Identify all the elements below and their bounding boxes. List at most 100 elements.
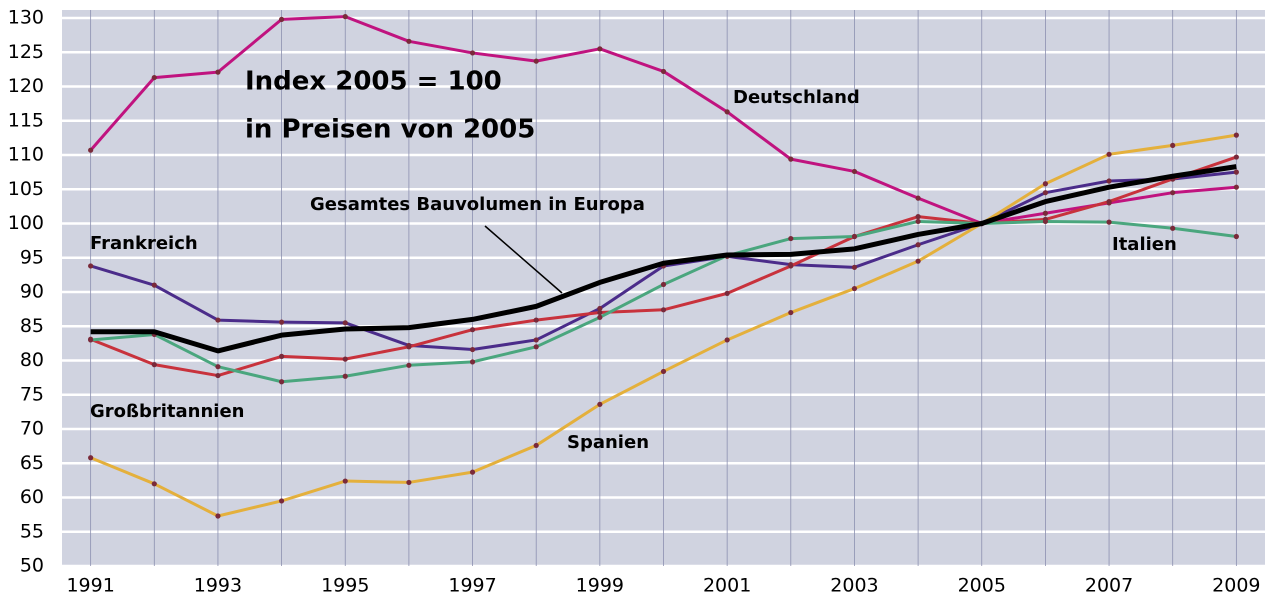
data-point	[342, 478, 348, 484]
series-label: Italien	[1112, 234, 1177, 255]
data-point	[851, 285, 858, 292]
data-point	[342, 373, 348, 379]
series-label: Spanien	[567, 432, 649, 453]
data-point	[278, 353, 285, 359]
series-label: Frankreich	[90, 233, 198, 254]
x-tick-label: 2003	[830, 575, 878, 597]
data-point	[724, 337, 730, 343]
data-point	[1042, 218, 1049, 225]
x-tick-label: 1991	[66, 575, 114, 597]
data-point	[660, 281, 667, 288]
y-tick-label: 50	[20, 555, 44, 577]
data-point	[915, 258, 921, 264]
data-point	[1106, 151, 1112, 157]
x-tick-label: 1993	[194, 575, 242, 597]
data-point	[533, 337, 539, 343]
data-point	[915, 218, 921, 225]
series-label: Gesamtes Bauvolumen in Europa	[310, 194, 645, 215]
data-point	[469, 327, 476, 333]
data-point	[915, 214, 921, 220]
data-point	[215, 513, 221, 519]
x-tick-label: 2005	[958, 575, 1006, 597]
data-point	[151, 481, 157, 487]
data-point	[788, 235, 794, 242]
data-point	[1106, 178, 1112, 184]
data-point	[342, 320, 348, 326]
data-point	[1233, 184, 1239, 190]
labels: Index 2005 = 100 in Preisen von 2005 50 5…	[8, 7, 1261, 597]
data-point	[469, 346, 476, 353]
data-point	[406, 38, 412, 44]
data-point	[215, 372, 221, 379]
series-label: Deutschland	[733, 87, 860, 108]
data-point	[1042, 210, 1049, 216]
data-point	[469, 50, 476, 56]
annotation: in Preisen von 2005	[245, 115, 535, 145]
data-point	[597, 314, 603, 320]
x-tick-label: 2001	[703, 575, 751, 597]
data-point	[342, 356, 348, 362]
y-tick-label: 130	[8, 7, 44, 29]
data-point	[1170, 142, 1176, 149]
data-point	[1233, 169, 1239, 175]
data-point	[533, 58, 539, 64]
data-point	[1042, 190, 1049, 196]
data-point	[851, 168, 858, 175]
x-tick-label: 2007	[1085, 575, 1133, 597]
data-point	[215, 317, 221, 323]
x-tick-label: 1995	[321, 575, 369, 597]
data-point	[533, 442, 539, 449]
data-point	[724, 109, 730, 115]
data-point	[88, 337, 94, 343]
y-tick-label: 85	[20, 315, 44, 337]
y-tick-label: 95	[20, 246, 44, 268]
data-point	[851, 233, 858, 240]
data-point	[278, 498, 285, 504]
x-tick-label: 1997	[448, 575, 496, 597]
y-tick-label: 110	[8, 144, 44, 166]
data-point	[915, 195, 921, 201]
data-point	[788, 263, 794, 269]
data-point	[215, 69, 221, 75]
data-point	[1233, 154, 1239, 160]
data-point	[88, 455, 94, 461]
data-point	[724, 290, 730, 296]
data-point	[851, 264, 858, 270]
data-point	[406, 479, 412, 486]
data-point	[597, 401, 603, 407]
y-tick-label: 125	[8, 41, 44, 63]
data-point	[151, 74, 157, 81]
y-tick-label: 120	[8, 75, 44, 97]
data-point	[597, 309, 603, 316]
data-point	[151, 362, 157, 368]
data-point	[151, 282, 157, 288]
data-point	[660, 68, 667, 75]
data-point	[342, 14, 348, 20]
data-point	[533, 344, 539, 350]
y-tick-label: 90	[20, 281, 44, 303]
data-point	[597, 46, 603, 52]
data-point	[278, 319, 285, 325]
data-point	[788, 309, 794, 316]
y-tick-label: 55	[20, 520, 44, 542]
y-tick-label: 65	[20, 452, 44, 474]
data-point	[915, 242, 921, 248]
data-point	[1106, 219, 1112, 225]
data-point	[88, 263, 94, 269]
data-point	[788, 156, 794, 162]
data-point	[469, 359, 476, 365]
data-point	[469, 469, 476, 475]
x-tick-label: 1999	[576, 575, 624, 597]
y-tick-label: 105	[8, 178, 44, 200]
data-point	[406, 362, 412, 368]
data-point	[1106, 198, 1112, 205]
data-point	[533, 317, 539, 323]
series-line	[90, 164, 1237, 354]
data-point	[1170, 190, 1176, 196]
y-tick-label: 80	[20, 349, 44, 371]
data-point	[1233, 132, 1239, 138]
data-point	[88, 147, 94, 153]
data-point	[1170, 225, 1176, 231]
data-point	[1042, 181, 1049, 187]
